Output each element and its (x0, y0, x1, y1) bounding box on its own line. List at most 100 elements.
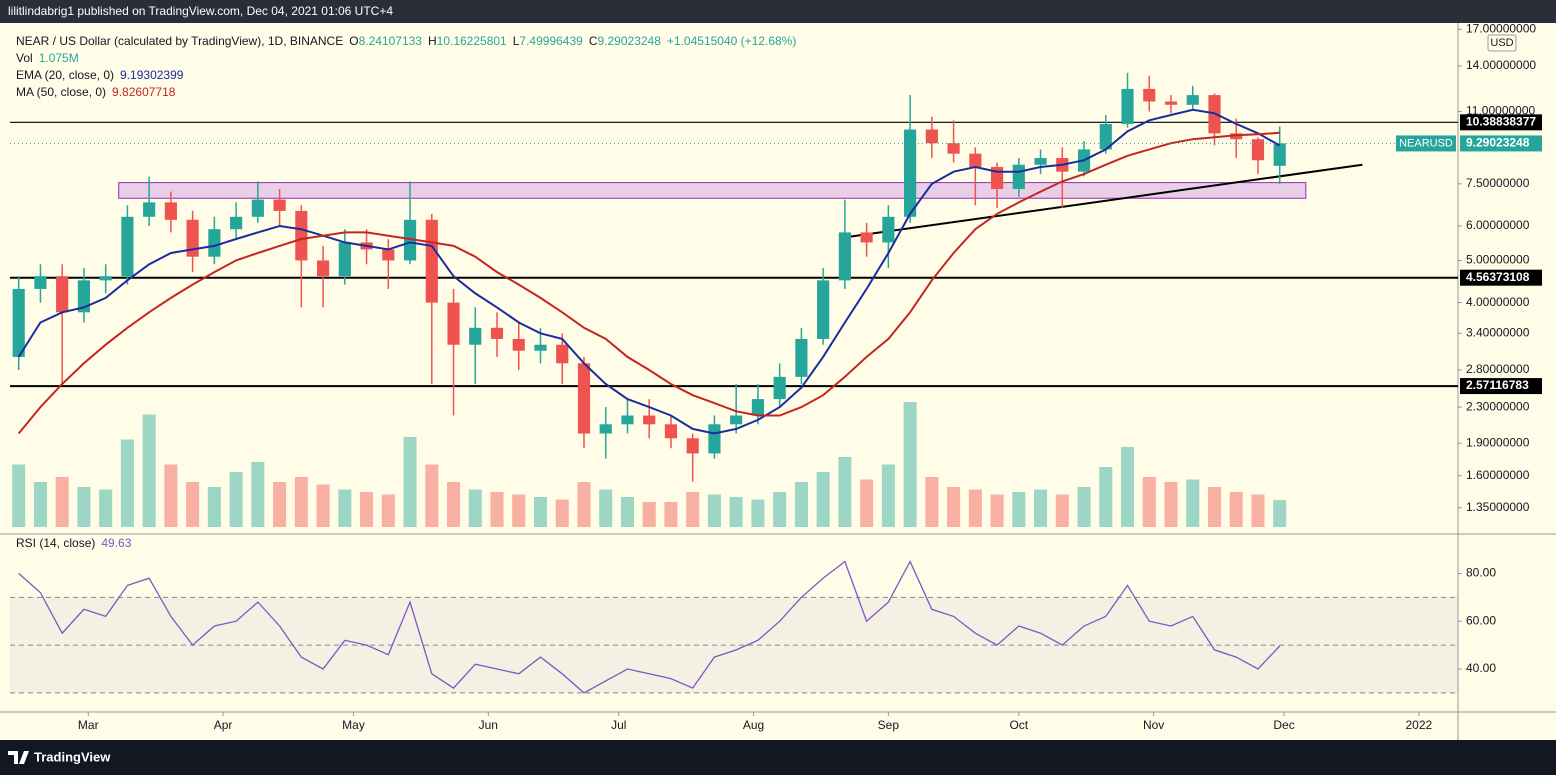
volume-bar (99, 489, 113, 527)
x-tick-label: Jul (611, 718, 626, 732)
volume-bar (599, 489, 613, 527)
candle-body (382, 249, 395, 261)
candle-body (1186, 95, 1199, 105)
candle-body (338, 242, 351, 277)
candle-body (12, 288, 25, 357)
y-tick-label: 4.00000000 (1466, 295, 1530, 309)
volume-bar (1099, 467, 1113, 527)
legend-text: C (589, 34, 598, 48)
volume-bar (207, 487, 221, 527)
top-bar (0, 0, 1556, 23)
volume-bar (664, 502, 678, 527)
volume-bar (1121, 447, 1135, 527)
y-tick-label: 1.90000000 (1466, 435, 1530, 449)
volume-bar (642, 502, 656, 527)
volume-bar (1142, 477, 1156, 527)
candle-body (817, 280, 830, 339)
volume-bar (251, 462, 265, 527)
legend-text: NEAR / US Dollar (calculated by TradingV… (16, 34, 343, 48)
volume-bar (620, 497, 634, 527)
candle-body (577, 363, 591, 434)
legend-text: Vol (16, 51, 33, 65)
candle-body (425, 219, 438, 303)
candle-body (534, 344, 547, 351)
volume-bar (77, 487, 91, 527)
indicator-line (17, 131, 1280, 435)
legend-text: +1.04515040 (+12.68%) (667, 34, 796, 48)
volume-bar (903, 402, 917, 527)
footer-bar (0, 740, 1556, 775)
candle-body (1012, 164, 1025, 189)
volume-bar (468, 489, 482, 527)
volume-bar (1273, 500, 1287, 527)
legend-text: L (513, 34, 520, 48)
volume-bar (164, 464, 178, 527)
publish-info: lilitlindabrig1 published on TradingView… (8, 4, 393, 18)
candle-body (556, 344, 569, 364)
volume-bar (1077, 487, 1091, 527)
x-tick-label: Nov (1143, 718, 1164, 732)
candle-body (773, 376, 786, 400)
rsi-pane (10, 560, 1458, 694)
y-tick-label: 7.50000000 (1466, 176, 1530, 190)
volume-bar (425, 464, 439, 527)
x-tick-label: 2022 (1406, 718, 1433, 732)
x-tick-label: May (342, 718, 365, 732)
volume-bar (142, 414, 156, 527)
rsi-tick-label: 60.00 (1466, 613, 1496, 627)
volume-bar (947, 487, 961, 527)
volume-bar (447, 482, 461, 527)
rsi-tick-label: 80.00 (1466, 566, 1496, 580)
candle-body (599, 424, 612, 434)
price-label-box (1460, 378, 1542, 395)
legend-text: 1.075M (39, 51, 79, 65)
volume-bar (816, 472, 830, 527)
volume-bar (773, 492, 787, 527)
candle-body (121, 216, 134, 277)
volume-bar (381, 494, 395, 527)
volume-bar (881, 464, 895, 527)
y-tick-label: 3.40000000 (1466, 325, 1530, 339)
axes: 17.00000000 14.00000000 11.00000000 7.50000… (16, 21, 1542, 732)
candle-body (838, 232, 851, 281)
y-tick-label: 5.00000000 (1466, 253, 1530, 267)
legend-line: MA (50, close, 0) 9.82607718 (16, 85, 176, 99)
volume-bar (229, 472, 243, 527)
rsi-line (18, 560, 1281, 694)
volume-bar (1012, 492, 1026, 527)
currency-box (1487, 34, 1517, 52)
legend-text: H (428, 34, 437, 48)
candle-body (882, 216, 895, 243)
y-tick-label: 1.60000000 (1466, 468, 1530, 482)
currency: USD (1490, 37, 1513, 49)
volume-bar (403, 437, 417, 527)
volume-bar (294, 477, 308, 527)
rsi-tick-label: 40.00 (1466, 661, 1496, 675)
volume-bar (120, 439, 134, 527)
price-label: 10.38838377 (1466, 115, 1536, 129)
legend-text: O (349, 34, 358, 48)
volume-bar (729, 497, 743, 527)
candle-body (1121, 88, 1134, 124)
candle-body (143, 202, 156, 217)
volume-bar (186, 482, 200, 527)
last-price-box (1460, 135, 1542, 152)
indicator-line (17, 108, 1281, 435)
volume-bar (1055, 494, 1069, 527)
x-tick-label: Apr (214, 718, 233, 732)
candle-body (512, 338, 525, 351)
price-label: 2.57116783 (1466, 378, 1529, 392)
volume-bar (838, 457, 852, 527)
candle-body (664, 424, 678, 439)
price-label: 4.56373108 (1466, 270, 1530, 284)
candle-body (1164, 101, 1178, 105)
legend-text: 9.29023248 (598, 34, 662, 48)
volume-bar (555, 499, 569, 527)
y-tick-label: 2.80000000 (1466, 362, 1530, 376)
volume-bar (490, 492, 504, 527)
legend-text: 8.24107133 (359, 34, 423, 48)
candle-body (251, 199, 264, 217)
legend-text: 9.82607718 (112, 85, 176, 99)
